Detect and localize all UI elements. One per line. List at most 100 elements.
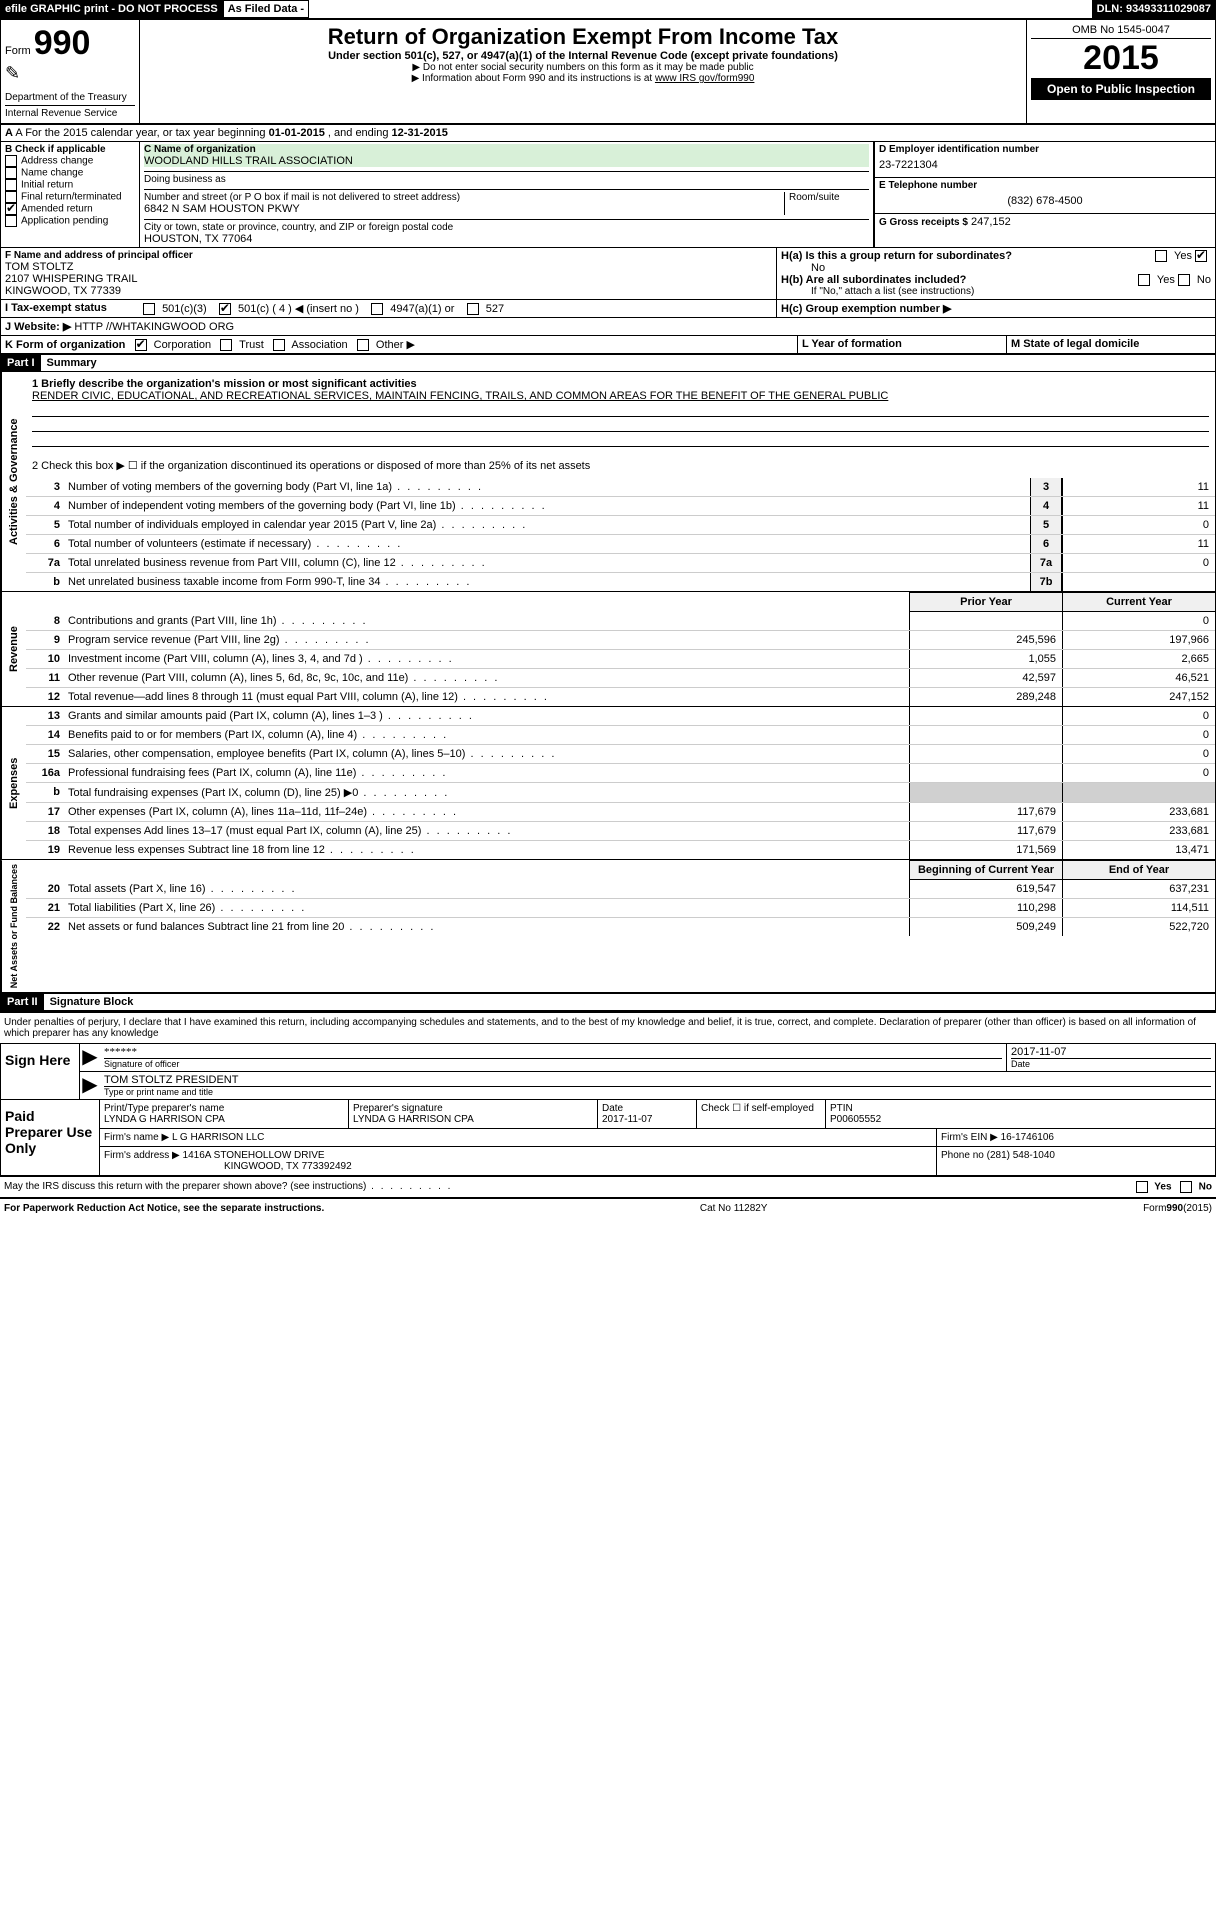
line-num: b	[26, 783, 64, 802]
line-value	[1062, 573, 1215, 591]
main-title: Return of Organization Exempt From Incom…	[144, 24, 1022, 50]
line-desc: Benefits paid to or for members (Part IX…	[64, 726, 909, 744]
prior-value: 42,597	[909, 669, 1062, 687]
checkbox-hb-yes[interactable]	[1138, 274, 1150, 286]
h-a-no: No	[781, 262, 1091, 274]
section-b: B Check if applicable Address change Nam…	[1, 142, 140, 247]
checkbox-amended-return[interactable]	[5, 203, 17, 215]
firm-ein: 16-1746106	[1001, 1132, 1054, 1143]
checkbox-ha-no[interactable]	[1195, 250, 1207, 262]
opt-4947: 4947(a)(1) or	[390, 303, 454, 315]
section-l-label: L Year of formation	[802, 338, 902, 350]
gov-line: 5 Total number of individuals employed i…	[26, 515, 1215, 534]
line-num: 22	[26, 918, 64, 936]
note2: ▶ Information about Form 990 and its ins…	[144, 73, 1022, 84]
line-desc: Net assets or fund balances Subtract lin…	[64, 918, 909, 936]
h-a-label: H(a) Is this a group return for subordin…	[781, 250, 1012, 262]
line-desc: Net unrelated business taxable income fr…	[64, 573, 1030, 591]
line-value: 11	[1062, 535, 1215, 553]
line-value: 0	[1062, 554, 1215, 572]
dba-label: Doing business as	[144, 174, 869, 185]
data-line: 21 Total liabilities (Part X, line 26) 1…	[26, 898, 1215, 917]
opt-other: Other ▶	[376, 339, 415, 351]
sign-block: Sign Here ▶ ****** Signature of officer …	[0, 1043, 1216, 1100]
gov-line: 3 Number of voting members of the govern…	[26, 478, 1215, 496]
line-value: 11	[1062, 478, 1215, 496]
prior-value: 245,596	[909, 631, 1062, 649]
current-value	[1062, 783, 1215, 802]
ptin-label: PTIN	[830, 1103, 1211, 1114]
officer-addr2: KINGWOOD, TX 77339	[5, 285, 772, 297]
line-desc: Other revenue (Part VIII, column (A), li…	[64, 669, 909, 687]
line-desc: Salaries, other compensation, employee b…	[64, 745, 909, 763]
preparer-name-label: Print/Type preparer's name	[104, 1103, 344, 1114]
line-a-prefix: A For the 2015 calendar year, or tax yea…	[15, 127, 268, 139]
section-f: F Name and address of principal officer …	[1, 248, 777, 299]
prior-value	[909, 726, 1062, 744]
checkbox-trust[interactable]	[220, 339, 232, 351]
firm-ein-label: Firm's EIN ▶	[941, 1132, 998, 1143]
note1: ▶ Do not enter social security numbers o…	[144, 62, 1022, 73]
data-line: 15 Salaries, other compensation, employe…	[26, 744, 1215, 763]
checkbox-discuss-yes[interactable]	[1136, 1181, 1148, 1193]
org-name: WOODLAND HILLS TRAIL ASSOCIATION	[144, 155, 869, 167]
checkbox-4947[interactable]	[371, 303, 383, 315]
section-klm: K Form of organization Corporation Trust…	[0, 336, 1216, 354]
section-deg: D Employer identification number 23-7221…	[874, 142, 1215, 247]
no-label: No	[1199, 1182, 1212, 1193]
gross-receipts: 247,152	[971, 216, 1011, 228]
self-employed-label: Check ☐ if self-employed	[697, 1100, 826, 1128]
checkbox-application-pending[interactable]	[5, 215, 17, 227]
checkbox-corporation[interactable]	[135, 339, 147, 351]
section-i: I Tax-exempt status 501(c)(3) 501(c) ( 4…	[0, 300, 1216, 318]
vert-label-net: Net Assets or Fund Balances	[1, 860, 26, 992]
gov-line: 6 Total number of volunteers (estimate i…	[26, 534, 1215, 553]
data-line: 13 Grants and similar amounts paid (Part…	[26, 707, 1215, 725]
checkbox-527[interactable]	[467, 303, 479, 315]
line-box: 7a	[1030, 554, 1062, 572]
checkbox-501c3[interactable]	[143, 303, 155, 315]
line-desc: Total liabilities (Part X, line 26)	[64, 899, 909, 917]
header-mid: Return of Organization Exempt From Incom…	[140, 20, 1026, 123]
current-value: 0	[1062, 612, 1215, 630]
prior-value: 619,547	[909, 880, 1062, 898]
gov-line: b Net unrelated business taxable income …	[26, 572, 1215, 591]
checkbox-other[interactable]	[357, 339, 369, 351]
line-desc: Grants and similar amounts paid (Part IX…	[64, 707, 909, 725]
org-city: HOUSTON, TX 77064	[144, 233, 869, 245]
line-num: 12	[26, 688, 64, 706]
checkbox-name-change[interactable]	[5, 167, 17, 179]
opt-name-change: Name change	[21, 168, 83, 179]
section-bcde: B Check if applicable Address change Nam…	[0, 142, 1216, 248]
officer-print-name: TOM STOLTZ PRESIDENT	[104, 1074, 1211, 1086]
checkbox-association[interactable]	[273, 339, 285, 351]
data-line: 12 Total revenue—add lines 8 through 11 …	[26, 687, 1215, 706]
line-a-mid: , and ending	[328, 127, 392, 139]
line-a: A A For the 2015 calendar year, or tax y…	[0, 124, 1216, 142]
form-number: 990	[34, 24, 91, 62]
section-h: H(a) Is this a group return for subordin…	[777, 248, 1215, 299]
prior-value: 117,679	[909, 822, 1062, 840]
gov-line: 4 Number of independent voting members o…	[26, 496, 1215, 515]
firm-name-label: Firm's name ▶	[104, 1132, 169, 1143]
line-num: 17	[26, 803, 64, 821]
checkbox-address-change[interactable]	[5, 155, 17, 167]
current-value: 114,511	[1062, 899, 1215, 917]
omb-number: OMB No 1545-0047	[1031, 24, 1211, 39]
prior-value: 110,298	[909, 899, 1062, 917]
line-num: 6	[26, 535, 64, 553]
checkbox-initial-return[interactable]	[5, 179, 17, 191]
data-line: 18 Total expenses Add lines 13–17 (must …	[26, 821, 1215, 840]
checkbox-ha-yes[interactable]	[1155, 250, 1167, 262]
checkbox-hb-no[interactable]	[1178, 274, 1190, 286]
checkbox-discuss-no[interactable]	[1180, 1181, 1192, 1193]
line-box: 3	[1030, 478, 1062, 496]
line-num: 20	[26, 880, 64, 898]
line-desc: Total expenses Add lines 13–17 (must equ…	[64, 822, 909, 840]
opt-association: Association	[291, 339, 347, 351]
checkbox-501c[interactable]	[219, 303, 231, 315]
prior-value	[909, 764, 1062, 782]
part-ii-title: Signature Block	[44, 996, 134, 1008]
data-line: 17 Other expenses (Part IX, column (A), …	[26, 802, 1215, 821]
section-i-label: I Tax-exempt status	[1, 300, 139, 317]
